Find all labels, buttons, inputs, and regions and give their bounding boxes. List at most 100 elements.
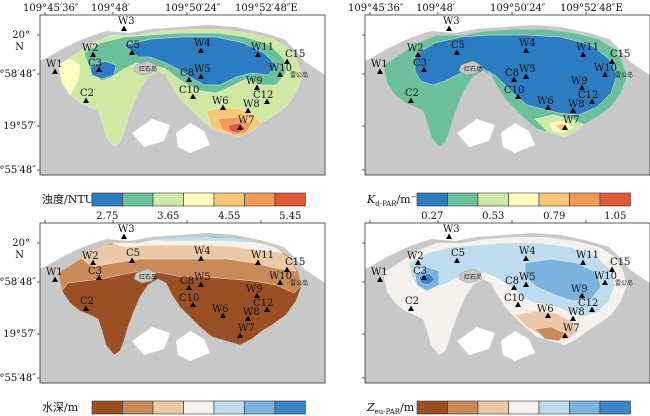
colorbar-segment [91, 400, 123, 415]
station-label-w7: W7 [238, 323, 255, 334]
station-label-w6: W6 [212, 96, 229, 107]
latitude-label: 19°58′48″ [0, 277, 36, 288]
station-marker-w8 [245, 315, 251, 321]
station-label-c8: C8 [505, 68, 519, 79]
station-marker-w11 [255, 51, 261, 57]
latitude-hemisphere: N [15, 250, 24, 261]
station-marker-c10 [190, 93, 196, 99]
colorbar-segment [599, 400, 631, 415]
station-marker-c3 [96, 66, 102, 72]
station-marker-c10 [190, 301, 196, 307]
station-label-w9: W9 [246, 284, 263, 295]
station-label-w9: W9 [571, 284, 588, 295]
station-marker-w10 [602, 279, 608, 285]
station-label-w1: W1 [46, 267, 63, 278]
colorbar-segment [122, 400, 154, 415]
colorbar-segment [447, 400, 479, 415]
colorbar-title: Zeu-PAR/m [366, 401, 415, 416]
colorbar-segment [569, 192, 601, 207]
longitude-label: 109°52′48″E [235, 3, 298, 14]
contour-zone [534, 326, 566, 342]
station-label-c2: C2 [80, 296, 94, 307]
colorbar-segment [91, 192, 123, 207]
station-label-w7: W7 [563, 115, 580, 126]
station-label-w5: W5 [519, 64, 536, 75]
station-label-c8: C8 [180, 68, 194, 79]
station-marker-w4 [198, 255, 204, 261]
station-label-w6: W6 [537, 96, 554, 107]
station-label-c3: C3 [413, 58, 427, 69]
contour-zones [383, 29, 627, 147]
station-label-w10: W10 [594, 271, 617, 282]
station-marker-w1 [377, 276, 383, 282]
island-hongshi [458, 268, 482, 284]
station-marker-w3 [121, 25, 127, 31]
station-label-c5: C5 [451, 248, 465, 259]
station-label-c15: C15 [285, 257, 305, 268]
station-label-c2: C2 [80, 88, 94, 99]
colorbar-tick-label: 0.79 [543, 211, 565, 222]
station-marker-w11 [580, 259, 586, 265]
station-marker-w7 [562, 332, 568, 338]
station-marker-c15 [284, 266, 290, 272]
station-marker-c12 [264, 98, 270, 104]
station-marker-w1 [52, 276, 58, 282]
station-marker-w10 [602, 71, 608, 77]
station-marker-c12 [264, 306, 270, 312]
station-marker-w6 [220, 104, 226, 110]
colorbar-segment [244, 192, 276, 207]
station-marker-w4 [523, 255, 529, 261]
station-label-w2: W2 [407, 251, 424, 262]
lagoon-water [176, 331, 210, 361]
station-label-w2: W2 [82, 43, 99, 54]
station-marker-w8 [570, 315, 576, 321]
station-label-c10: C10 [179, 293, 199, 304]
station-label-w3: W3 [118, 224, 135, 235]
colorbar-segment [122, 192, 154, 207]
latitude-label: 19°55′48″ [0, 373, 36, 384]
station-label-c3: C3 [413, 266, 427, 277]
station-label-c3: C3 [88, 58, 102, 69]
station-marker-w10 [277, 71, 283, 77]
station-label-c15: C15 [610, 257, 630, 268]
station-marker-w10 [277, 279, 283, 285]
station-label-c8: C8 [180, 276, 194, 287]
longitude-label: 109°48′ [91, 3, 131, 14]
island-label-hongshi: 红石岛 [464, 273, 482, 281]
colorbar-segment [538, 192, 570, 207]
station-label-c2: C2 [405, 296, 419, 307]
colorbar-tick-label: 2.75 [96, 211, 118, 222]
station-marker-c2 [408, 305, 414, 311]
station-label-w4: W4 [194, 246, 211, 257]
station-label-c12: C12 [253, 90, 273, 101]
station-marker-w3 [446, 25, 452, 31]
station-label-c10: C10 [504, 85, 524, 96]
station-marker-w3 [121, 233, 127, 239]
contour-zone [89, 60, 117, 80]
station-marker-w2 [90, 259, 96, 265]
lagoon-water [176, 123, 210, 153]
station-marker-c2 [408, 97, 414, 103]
longitude-label: 109°50′24″ [165, 3, 221, 14]
station-label-w3: W3 [443, 16, 460, 27]
latitude-label: 19°58′48″ [0, 69, 36, 80]
panel-frame [39, 222, 326, 384]
colorbar-segment [569, 400, 601, 415]
colorbar-tick-label: 5.45 [279, 211, 301, 222]
station-marker-c5 [454, 257, 460, 263]
contour-zone [414, 34, 618, 116]
station-label-w4: W4 [194, 38, 211, 49]
station-label-c10: C10 [179, 85, 199, 96]
station-label-w5: W5 [194, 64, 211, 75]
latitude-label: 19°55′48″ [0, 165, 36, 176]
island-hongshi [133, 60, 157, 76]
lagoon-water [457, 327, 495, 355]
station-label-w11: W11 [576, 42, 599, 53]
colorbar-segment [477, 400, 509, 415]
lagoon-water [501, 123, 535, 153]
island-label-leigong: 雷公岛 [290, 279, 308, 287]
